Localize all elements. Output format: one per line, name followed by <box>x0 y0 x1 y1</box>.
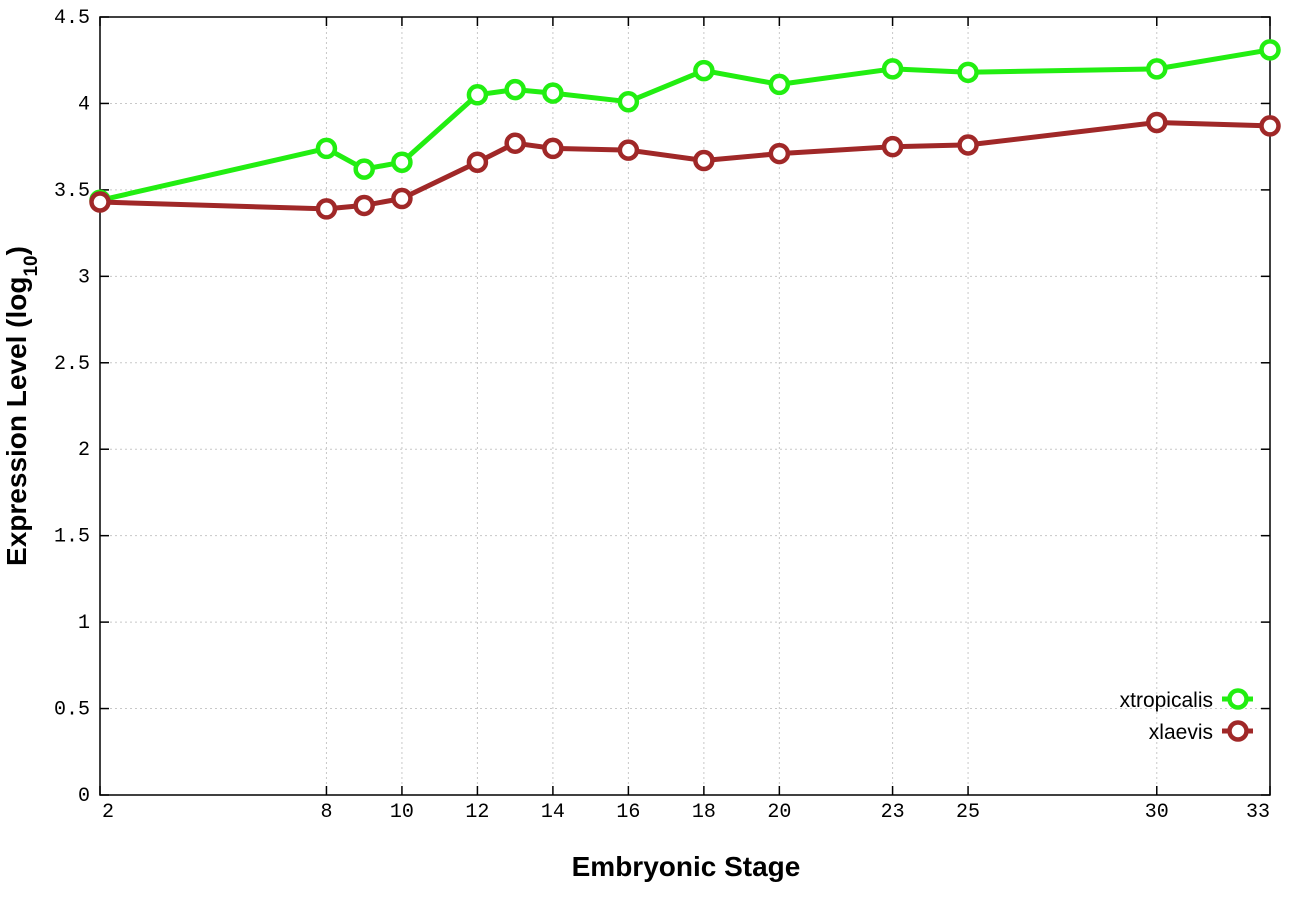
data-point-xtropicalis <box>466 84 489 106</box>
x-tick-label: 25 <box>956 801 980 824</box>
x-tick-label: 10 <box>390 801 414 824</box>
x-tick-label: 20 <box>767 801 791 824</box>
x-tick-label: 30 <box>1145 801 1169 824</box>
x-tick-label: 18 <box>692 801 716 824</box>
y-axis-title: Expression Level (log10) <box>1 246 42 566</box>
data-point-xtropicalis <box>957 61 979 84</box>
x-tick-label: 16 <box>616 801 640 824</box>
y-axis-title-end: ) <box>1 246 32 255</box>
y-tick-label: 3 <box>78 266 90 289</box>
y-tick-label: 4 <box>78 93 90 116</box>
data-point-xtropicalis <box>881 58 904 80</box>
data-point-xlaevis <box>957 134 979 156</box>
y-tick-label: 1 <box>78 612 90 635</box>
y-axis-title-main: Expression Level (log <box>1 277 32 566</box>
data-point-xlaevis <box>353 194 375 217</box>
series-line-xlaevis <box>99 120 1271 212</box>
x-tick-label: 8 <box>320 801 332 824</box>
data-point-xlaevis <box>391 187 413 210</box>
legend: xtropicalis xlaevis <box>1120 688 1253 744</box>
plot-frame <box>99 16 1271 796</box>
data-point-xtropicalis <box>542 82 564 104</box>
data-point-xtropicalis <box>768 73 791 96</box>
y-tick-label: 0 <box>78 785 90 808</box>
series-xtropicalis <box>89 39 1281 212</box>
grid <box>100 17 1270 795</box>
data-point-xtropicalis <box>504 78 526 101</box>
y-tick-label: 4.5 <box>54 7 90 30</box>
data-point-xtropicalis <box>693 59 715 82</box>
x-tick-label: 2 <box>102 801 114 824</box>
data-point-xtropicalis <box>1146 58 1168 80</box>
x-tick-label: 33 <box>1246 801 1270 824</box>
data-point-xlaevis <box>768 142 791 165</box>
data-point-xlaevis <box>1146 111 1168 134</box>
data-point-xlaevis <box>1259 115 1281 137</box>
data-point-xlaevis <box>504 132 526 154</box>
data-point-xlaevis <box>89 191 111 213</box>
y-axis-title-subscript: 10 <box>21 255 42 276</box>
data-point-xlaevis <box>881 135 904 158</box>
y-tick-label: 2 <box>78 439 90 462</box>
data-point-xtropicalis <box>353 158 375 180</box>
data-point-xlaevis <box>466 151 489 173</box>
data-point-xlaevis <box>693 149 715 172</box>
y-tick-label: 1.5 <box>54 526 90 549</box>
data-point-xlaevis <box>542 137 564 160</box>
data-point-xtropicalis <box>315 137 338 160</box>
x-tick-label: 14 <box>541 801 565 824</box>
data-point-xtropicalis <box>391 151 413 173</box>
x-tick-label: 23 <box>881 801 905 824</box>
series-layer <box>89 39 1281 220</box>
legend-label-xtropicalis: xtropicalis <box>1120 689 1213 712</box>
x-tick-label: 12 <box>465 801 489 824</box>
legend-label-xlaevis: xlaevis <box>1149 721 1213 744</box>
y-tick-label: 2.5 <box>54 353 90 376</box>
legend-marker-xtropicalis <box>1227 688 1249 710</box>
data-point-xlaevis <box>617 139 640 161</box>
data-point-xtropicalis <box>1259 39 1281 61</box>
data-point-xtropicalis <box>617 90 640 113</box>
series-line-xtropicalis <box>99 47 1271 203</box>
y-tick-label: 3.5 <box>54 180 90 203</box>
data-point-xlaevis <box>315 198 338 220</box>
y-tick-label: 0.5 <box>54 699 90 722</box>
legend-marker-xlaevis <box>1227 720 1249 742</box>
x-axis-title: Embryonic Stage <box>572 851 801 882</box>
axis-ticks: 0 0.5 1 1.5 2 2.5 3 3.5 4 4.5 2 8 10 12 14 16 18 20 23 25 30… <box>54 7 1271 824</box>
series-xlaevis <box>89 111 1281 220</box>
